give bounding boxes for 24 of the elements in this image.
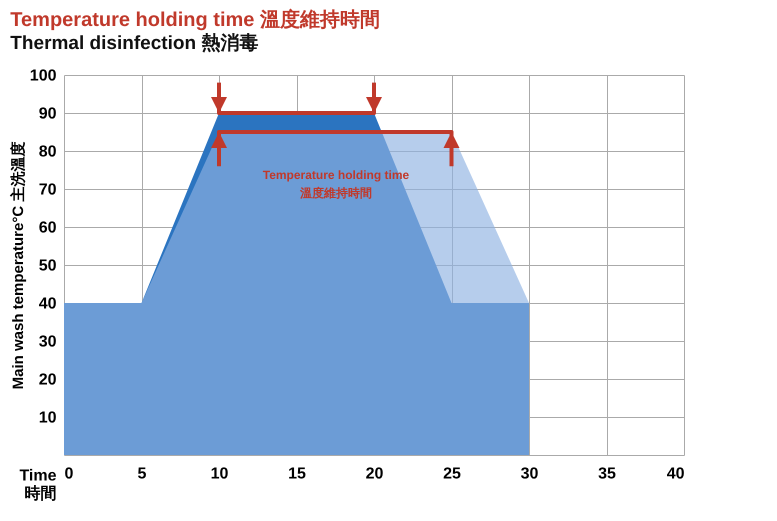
y-tick-label: 60 xyxy=(38,220,57,236)
x-axis-title: Time 時間 xyxy=(19,468,57,502)
y-tick-label: 30 xyxy=(38,334,57,350)
x-tick-label: 10 xyxy=(210,466,228,482)
y-tick-label: 90 xyxy=(38,106,57,122)
x-tick-label: 20 xyxy=(366,466,384,482)
y-tick-label: 100 xyxy=(30,68,57,84)
y-tick-label: 50 xyxy=(38,258,57,274)
y-tick-label: 80 xyxy=(38,144,57,160)
y-tick-label: 10 xyxy=(38,410,57,426)
x-tick-label: 40 xyxy=(666,466,685,482)
x-tick-label: 5 xyxy=(138,466,147,482)
chart-title: Temperature holding time 溫度維持時間 xyxy=(10,8,380,31)
x-tick-label: 35 xyxy=(598,466,616,482)
annotation: Temperature holding time 溫度維持時間 xyxy=(262,168,410,200)
x-tick-label: 25 xyxy=(443,466,461,482)
x-tick-label: 15 xyxy=(288,466,306,482)
x-tick-label: 0 xyxy=(64,466,74,482)
y-axis-title: Main wash temperature°C 主洗溫度 xyxy=(8,142,27,390)
y-tick-label: 40 xyxy=(38,296,57,312)
x-tick-label: 30 xyxy=(520,466,538,482)
y-tick-label: 20 xyxy=(38,372,57,388)
chart-subtitle: Thermal disinfection 熱消毒 xyxy=(10,32,258,54)
y-tick-label: 70 xyxy=(38,182,57,198)
